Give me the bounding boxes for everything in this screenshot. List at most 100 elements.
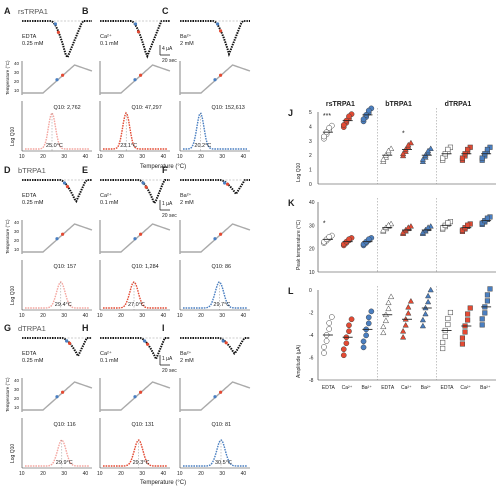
scale-current-label: 1 µA xyxy=(162,356,173,362)
group-header: bTRPA1 xyxy=(385,101,412,108)
current-marker-blue xyxy=(65,339,69,343)
panel-b: B Ca²⁺0.1 mM Q10: 47,297 23.1°C 10 20 30 40 xyxy=(82,6,171,160)
data-point xyxy=(479,322,485,328)
scale-bar: 4 µA 20 sec xyxy=(159,45,177,64)
y-tick-label: 40 xyxy=(309,200,315,206)
temp-marker-blue xyxy=(55,237,59,241)
significance-star: *** xyxy=(323,113,331,120)
x-tick-label: 40 xyxy=(241,154,247,160)
current-marker-red xyxy=(224,341,228,345)
y-tick-label: 2 xyxy=(309,153,312,159)
data-point xyxy=(326,320,333,326)
condition-label: Ca²⁺ xyxy=(100,192,112,199)
data-point xyxy=(465,146,471,152)
data-point xyxy=(402,321,409,328)
x-tick-label: 30 xyxy=(139,471,145,477)
panel-title: rsTRPA1 xyxy=(18,7,48,16)
x-tick-label: 40 xyxy=(161,154,167,160)
data-point xyxy=(326,326,333,332)
panel-h: H Ca²⁺0.1 mM Q10: 131 29.3°C 10 20 30 40 xyxy=(82,323,171,477)
current-marker-red xyxy=(65,185,70,189)
current-marker-red xyxy=(56,30,61,34)
peak-temperature: 25.0°C xyxy=(46,143,63,149)
x-tick-label: 20 xyxy=(40,471,46,477)
panel-letter: I xyxy=(162,323,165,333)
panel-letter: H xyxy=(82,323,89,333)
data-point xyxy=(419,156,427,162)
panel-k: K 40 30 20 10 Peak temperature (°C) * xyxy=(288,198,496,276)
temp-marker-red xyxy=(139,73,143,77)
current-marker-red xyxy=(136,30,141,34)
concentration-label: 0.1 mM xyxy=(100,200,119,206)
temp-marker-red xyxy=(61,73,65,77)
x-tick-label: 10 xyxy=(19,313,25,319)
data-point xyxy=(424,298,432,305)
logq-axis-label: Log Q10 xyxy=(10,286,16,305)
data-point xyxy=(484,215,490,221)
scale-time-label: 20 sec xyxy=(162,213,177,219)
current-marker-red xyxy=(144,185,148,189)
data-point xyxy=(405,309,412,316)
temp-marker-red xyxy=(61,232,65,236)
data-point xyxy=(346,236,352,243)
x-tick-label: 10 xyxy=(177,471,183,477)
y-tick-label: 0 xyxy=(309,288,312,294)
x-tick-label: 20 xyxy=(118,471,124,477)
concentration-label: 0.1 mM xyxy=(100,358,119,364)
panel-f: F Ba²⁺2 mM Q10: 86 29.7°C 10 20 30 40 xyxy=(162,165,251,319)
temp-marker-blue xyxy=(213,237,217,241)
peak-temperature: 29.7°C xyxy=(213,302,230,308)
data-point xyxy=(385,147,392,154)
data-point xyxy=(343,340,350,347)
panel-letter: C xyxy=(162,6,169,16)
x-tick-label: 10 xyxy=(177,313,183,319)
data-point xyxy=(385,305,392,312)
data-point xyxy=(479,316,485,322)
data-point xyxy=(385,221,392,228)
data-point xyxy=(368,308,375,315)
x-tick-label: 30 xyxy=(219,471,225,477)
x-tick-label: 30 xyxy=(61,313,67,319)
temp-marker-red xyxy=(139,232,143,236)
data-point xyxy=(326,233,333,240)
q10-value: Q10: 131 xyxy=(132,422,155,428)
data-point xyxy=(387,293,395,300)
temp-axis-label: Temperature (°C) xyxy=(5,377,10,412)
current-marker-red xyxy=(219,29,223,33)
data-point xyxy=(424,147,432,154)
logq-curve xyxy=(103,281,167,309)
data-point xyxy=(445,321,451,328)
data-point xyxy=(459,155,465,161)
x-tick-label: 10 xyxy=(97,154,103,160)
data-point xyxy=(328,314,335,320)
data-point xyxy=(427,286,434,293)
y-axis-label: Peak temperature (°C) xyxy=(296,220,302,270)
concentration-label: 2 mM xyxy=(180,358,194,364)
temp-marker-blue xyxy=(133,395,137,399)
data-point xyxy=(365,320,372,327)
logq-axis-label: Log Q10 xyxy=(10,444,16,463)
y-tick-label: -2 xyxy=(309,311,314,317)
logq-curve xyxy=(25,111,89,150)
x-tick-label: 30 xyxy=(139,313,145,319)
panel-letter: L xyxy=(288,286,294,296)
panel-letter: J xyxy=(288,108,293,118)
temp-tick-label: 40 xyxy=(14,61,20,66)
data-point xyxy=(419,322,427,329)
panel-title: dTRPA1 xyxy=(18,324,46,333)
data-point xyxy=(467,305,473,311)
temp-marker-blue xyxy=(55,78,59,82)
current-trace xyxy=(180,20,250,58)
x-tick-label: 20 xyxy=(118,154,124,160)
x-tick-label: 20 xyxy=(198,471,204,477)
data-point xyxy=(365,107,372,114)
temp-marker-red xyxy=(219,232,223,236)
group-header: dTRPA1 xyxy=(445,101,472,108)
scale-time-label: 20 sec xyxy=(162,368,177,374)
data-point xyxy=(482,310,488,316)
y-tick-label: 20 xyxy=(309,247,315,253)
data-point xyxy=(487,286,493,292)
